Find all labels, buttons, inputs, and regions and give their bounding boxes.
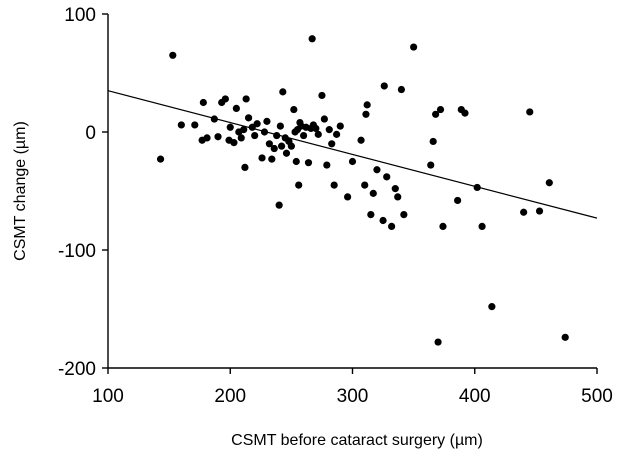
data-point	[292, 157, 300, 166]
data-point	[526, 108, 534, 116]
data-point	[336, 122, 344, 130]
data-point	[273, 131, 281, 140]
data-point	[191, 121, 199, 129]
y-tick-label: 0	[85, 123, 96, 144]
data-point	[214, 133, 222, 141]
data-point	[535, 207, 544, 215]
data-point	[328, 140, 336, 148]
data-point	[287, 142, 295, 150]
data-point	[379, 216, 387, 225]
data-point	[242, 95, 250, 103]
data-point	[318, 91, 326, 100]
data-point	[362, 110, 370, 118]
data-point	[308, 35, 316, 43]
data-point	[325, 126, 333, 134]
data-point	[265, 140, 273, 148]
data-point	[545, 179, 553, 187]
ticks: 100 200 300 400 500 100 0 -100 -200	[58, 5, 613, 407]
x-tick-label: 400	[459, 386, 491, 407]
data-point	[388, 222, 396, 230]
data-point	[268, 155, 276, 163]
data-point	[230, 139, 238, 147]
data-point	[357, 136, 365, 144]
x-tick-label: 300	[337, 386, 369, 407]
data-point	[320, 115, 328, 123]
data-point	[439, 222, 447, 230]
data-point	[383, 173, 391, 181]
data-point	[314, 130, 322, 138]
data-point	[199, 98, 207, 107]
data-point	[312, 124, 320, 133]
x-tick-label: 100	[92, 386, 124, 407]
data-point	[304, 159, 313, 167]
data-point	[330, 181, 338, 189]
data-point	[436, 105, 445, 114]
trend-line	[107, 90, 598, 219]
data-point	[210, 115, 218, 123]
data-point	[263, 117, 271, 125]
data-point	[226, 123, 234, 131]
x-tick-label: 200	[214, 386, 246, 407]
data-point	[391, 185, 399, 193]
data-point	[461, 109, 469, 117]
data-point	[429, 137, 437, 146]
data-point	[241, 163, 249, 171]
data-point	[520, 208, 528, 216]
data-point	[253, 120, 261, 128]
data-point	[275, 201, 283, 209]
data-point	[373, 166, 381, 174]
data-point	[427, 161, 435, 169]
y-axis-title: CSMT change (µm)	[12, 121, 29, 261]
data-point	[237, 134, 245, 142]
x-tick-label: 500	[581, 386, 613, 407]
data-point	[295, 181, 303, 189]
data-point	[478, 222, 486, 230]
data-point	[260, 128, 269, 136]
data-point	[270, 144, 278, 153]
data-point	[232, 104, 240, 112]
data-point	[361, 181, 369, 189]
data-point	[156, 155, 165, 163]
data-points	[156, 35, 569, 346]
data-point	[279, 88, 287, 96]
x-axis-title: CSMT before cataract surgery (µm)	[231, 432, 483, 449]
data-point	[380, 82, 388, 90]
data-point	[177, 121, 185, 129]
data-point	[454, 196, 462, 205]
data-point	[434, 338, 442, 346]
data-point	[251, 131, 259, 140]
y-tick-label: -100	[58, 241, 96, 262]
data-point	[221, 95, 229, 103]
data-point	[394, 193, 402, 201]
data-point	[203, 134, 211, 142]
data-point	[432, 110, 440, 118]
data-point	[323, 161, 331, 169]
axes	[107, 14, 597, 369]
data-point	[333, 130, 341, 138]
data-point	[561, 333, 569, 341]
data-point	[169, 51, 177, 59]
data-point	[363, 101, 371, 109]
data-point	[277, 142, 286, 150]
trendline-layer	[107, 90, 598, 219]
data-point	[410, 43, 418, 51]
data-point	[258, 154, 266, 162]
data-point	[348, 157, 357, 166]
data-point	[367, 211, 375, 219]
data-point	[488, 303, 496, 311]
data-point	[282, 149, 291, 157]
data-point	[244, 114, 253, 122]
y-tick-label: -200	[58, 359, 96, 380]
data-point	[400, 211, 408, 219]
data-point	[473, 183, 481, 192]
data-point	[397, 85, 405, 94]
data-point	[276, 122, 284, 130]
data-point	[240, 126, 248, 134]
data-point	[290, 105, 298, 114]
y-tick-label: 100	[64, 5, 96, 26]
data-point	[369, 189, 377, 197]
data-point	[344, 193, 352, 201]
data-point	[300, 131, 308, 140]
